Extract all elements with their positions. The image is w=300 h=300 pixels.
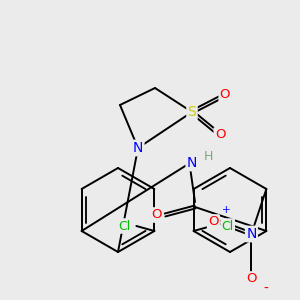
- Text: N: N: [187, 156, 197, 170]
- Text: O: O: [215, 128, 225, 142]
- Text: H: H: [203, 151, 213, 164]
- Text: Cl: Cl: [221, 220, 234, 232]
- Text: N: N: [133, 141, 143, 155]
- Text: -: -: [263, 282, 268, 296]
- Text: O: O: [220, 88, 230, 101]
- Text: N: N: [246, 227, 256, 241]
- Text: S: S: [188, 105, 196, 119]
- Text: Cl: Cl: [118, 220, 130, 232]
- Text: O: O: [152, 208, 162, 221]
- Text: +: +: [222, 205, 231, 215]
- Text: O: O: [246, 272, 256, 286]
- Text: O: O: [208, 215, 219, 229]
